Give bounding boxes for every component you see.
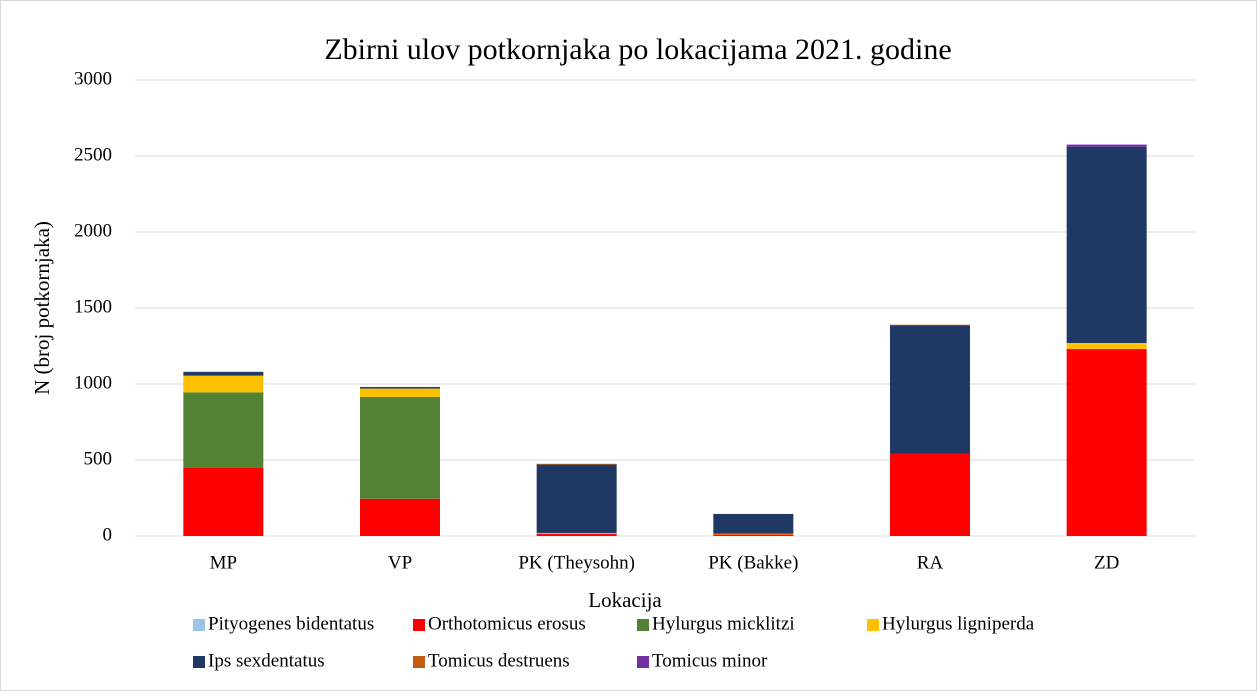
bar-segment <box>890 453 970 536</box>
bar-segment <box>890 324 970 326</box>
legend-swatch <box>637 656 649 668</box>
bar-segment <box>1066 349 1147 536</box>
legend-label: Hylurgus micklitzi <box>652 613 795 634</box>
bar-segment <box>713 534 794 536</box>
bar-segment <box>890 325 970 454</box>
x-tick-label: PK (Theysohn) <box>518 552 635 573</box>
y-tick-label: 1000 <box>74 372 112 393</box>
bar-segment <box>536 532 617 534</box>
legend-swatch <box>193 656 205 668</box>
x-tick-label: ZD <box>1094 552 1119 573</box>
bar-segment <box>536 464 617 533</box>
legend-swatch <box>867 619 879 631</box>
y-tick-label: 500 <box>84 448 113 469</box>
bar-segment <box>536 533 617 536</box>
x-tick-label: RA <box>917 552 944 573</box>
y-tick-label: 2000 <box>74 220 112 241</box>
legend-label: Tomicus destruens <box>428 650 570 671</box>
x-tick-label: PK (Bakke) <box>708 552 798 573</box>
legend-label: Orthotomicus erosus <box>428 613 586 634</box>
legend-label: Pityogenes bidentatus <box>208 613 374 634</box>
bar-segment <box>183 375 264 393</box>
x-axis-title: Lokacija <box>588 588 662 612</box>
bar-segment <box>360 498 440 536</box>
legend-swatch <box>193 619 205 631</box>
bar-segment <box>1066 342 1147 350</box>
legend-label: Ips sexdentatus <box>208 650 325 671</box>
x-tick-label: MP <box>210 552 237 573</box>
bar-segment <box>713 513 794 534</box>
bar-segment <box>1066 144 1147 147</box>
bar-segment <box>183 371 264 376</box>
y-tick-label: 3000 <box>74 68 112 89</box>
bar-segment <box>360 396 440 499</box>
legend-swatch <box>637 619 649 631</box>
y-tick-label: 2500 <box>74 144 112 165</box>
legend-label: Tomicus minor <box>652 650 768 671</box>
bar-segment <box>713 533 794 535</box>
bar-segment <box>183 467 264 536</box>
x-tick-label: VP <box>388 552 412 573</box>
y-axis-title: N (broj potkornjaka) <box>30 221 54 395</box>
legend-swatch <box>413 656 425 668</box>
chart-title: Zbirni ulov potkornjaka po lokacijama 20… <box>324 33 951 66</box>
bar-segment <box>360 388 440 397</box>
bar-segment <box>183 392 264 468</box>
legend-swatch <box>413 619 425 631</box>
y-tick-label: 0 <box>103 524 113 545</box>
bar-segment <box>536 463 617 465</box>
bar-segment <box>360 387 440 389</box>
legend-label: Hylurgus ligniperda <box>882 613 1035 634</box>
bar-segment <box>1066 146 1147 343</box>
y-tick-label: 1500 <box>74 296 112 317</box>
